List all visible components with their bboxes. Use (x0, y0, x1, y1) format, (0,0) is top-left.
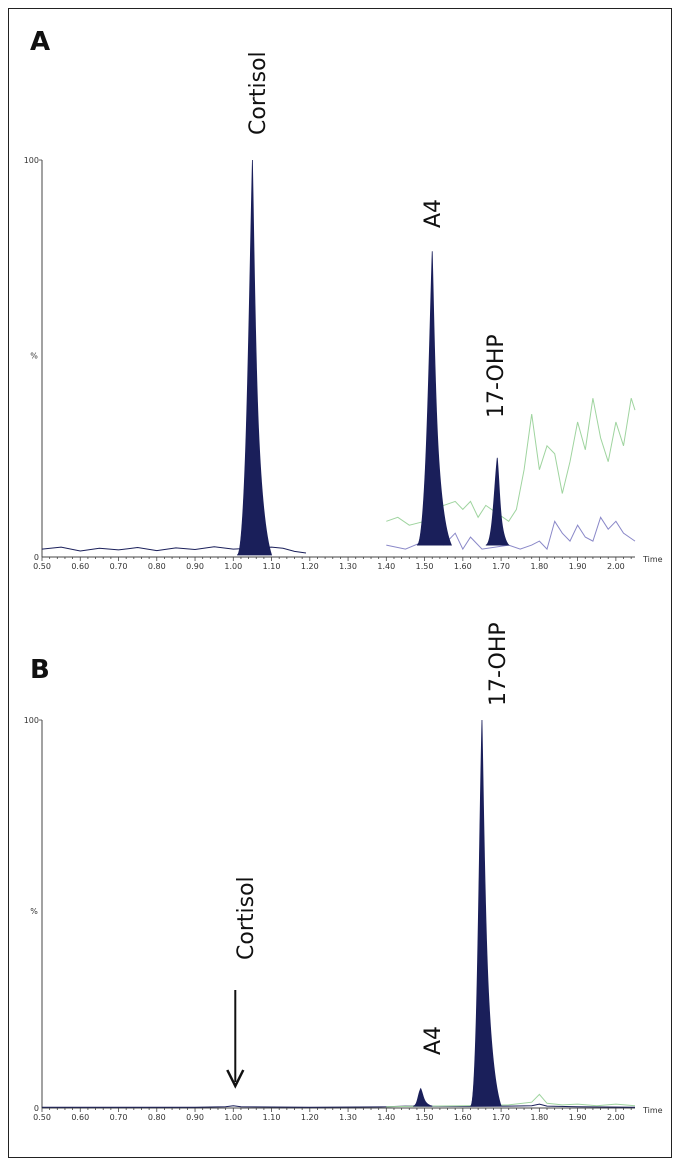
trace-series-1 (386, 1093, 636, 1108)
panel-letter-a: A (30, 27, 50, 57)
x-tick-label: 2.00 (607, 1113, 625, 1122)
annotation-label: Cortisol (234, 876, 259, 960)
x-tick-label: 1.40 (377, 1113, 395, 1122)
x-tick-label: 1.90 (569, 1113, 587, 1122)
y-tick-label: 0 (34, 1104, 39, 1113)
x-tick-label: 0.90 (186, 562, 204, 571)
peak-label: 17-OHP (486, 622, 511, 706)
trace-series-0 (42, 1103, 636, 1108)
x-tick-label: 0.90 (186, 1113, 204, 1122)
x-tick-label: 1.80 (530, 562, 548, 571)
x-tick-label: 1.30 (339, 1113, 357, 1122)
x-tick-label: 2.00 (607, 562, 625, 571)
x-tick-label: 1.70 (492, 562, 510, 571)
y-axis-label: % (30, 352, 38, 361)
peak-17-ohp (485, 457, 510, 546)
x-tick-label: 1.00 (224, 562, 242, 571)
peak-label: A4 (421, 199, 446, 228)
x-tick-label: 1.90 (569, 562, 587, 571)
trace-series-1 (386, 516, 636, 551)
x-tick-label: 1.30 (339, 562, 357, 571)
x-tick-label: 1.00 (224, 1113, 242, 1122)
y-axis-label: % (30, 907, 38, 916)
peak-a4 (416, 251, 452, 546)
x-tick-label: 1.20 (301, 1113, 319, 1122)
x-tick-label: 0.80 (148, 1113, 166, 1122)
peak-label: A4 (421, 1026, 446, 1055)
peak-label: 17-OHP (484, 334, 509, 418)
x-tick-label: 1.60 (454, 562, 472, 571)
y-tick-label: 0 (34, 553, 39, 562)
y-tick-label: 100 (24, 156, 39, 165)
x-tick-label: 0.50 (33, 562, 51, 571)
trace-series-0 (41, 546, 307, 554)
x-tick-label: 0.70 (110, 1113, 128, 1122)
x-tick-label: 1.50 (416, 1113, 434, 1122)
trace-series-2 (386, 398, 636, 526)
arrow-head-icon (226, 1069, 245, 1089)
x-tick-label: 1.10 (263, 562, 281, 571)
x-tick-label: 1.50 (416, 562, 434, 571)
panel-a-chromatogram: 0 100% 0.50 0.60 0.70 0.80 0.90 1.00 1.10 1.20 1.3… (24, 51, 663, 571)
peak-cortisol (236, 159, 273, 556)
panel-letter-b: B (30, 655, 50, 685)
x-tick-label: 0.50 (33, 1113, 51, 1122)
y-tick-label: 100 (24, 716, 39, 725)
peak-17-ohp (470, 719, 502, 1107)
x-axis-label: Time (642, 1106, 663, 1115)
x-tick-label: 0.70 (110, 562, 128, 571)
x-tick-label: 1.20 (301, 562, 319, 571)
x-tick-label: 1.60 (454, 1113, 472, 1122)
figure-frame (8, 8, 672, 1158)
x-axis-label: Time (642, 555, 663, 564)
x-tick-label: 0.60 (71, 1113, 89, 1122)
panel-b-chromatogram: 0 100% 0.50 0.60 0.70 0.80 0.90 1.00 1.10 1.20 1.3… (24, 622, 663, 1122)
peak-label: Cortisol (246, 51, 271, 135)
x-tick-label: 1.40 (377, 562, 395, 571)
x-tick-label: 0.60 (71, 562, 89, 571)
x-tick-label: 0.80 (148, 562, 166, 571)
x-tick-label: 1.10 (263, 1113, 281, 1122)
x-tick-label: 1.70 (492, 1113, 510, 1122)
x-tick-label: 1.80 (530, 1113, 548, 1122)
peak-a4 (412, 1087, 433, 1107)
